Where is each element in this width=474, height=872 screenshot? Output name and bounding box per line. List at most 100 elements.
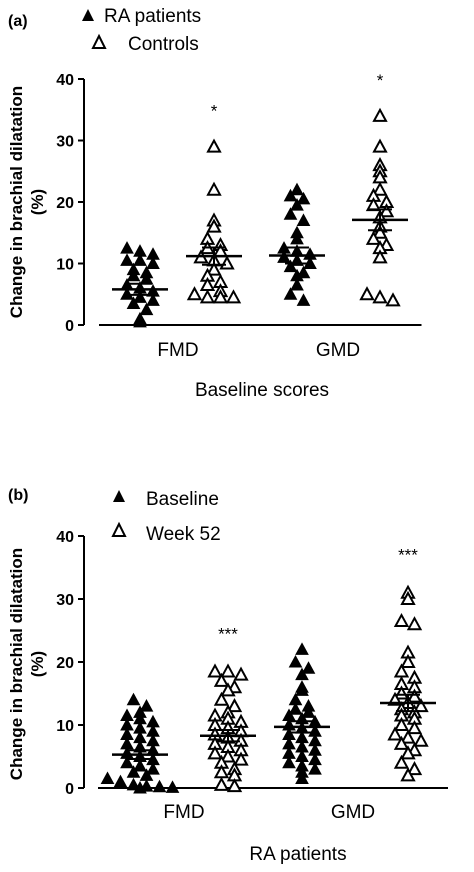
data-point: [283, 287, 298, 300]
series-gmd-filled: [274, 642, 330, 785]
data-point: [393, 716, 410, 731]
data-point: [206, 218, 222, 233]
data-point: [372, 224, 388, 239]
data-point: [113, 774, 128, 788]
y-tick-label: 40: [56, 72, 74, 89]
data-point: [282, 755, 296, 769]
data-point: [295, 683, 309, 696]
data-point: [365, 230, 382, 245]
data-point: [387, 726, 403, 741]
panel-label: (a): [8, 13, 28, 30]
legend: Baseline Week 52: [111, 489, 221, 545]
data-point: [220, 682, 236, 697]
y-tick-label: 10: [56, 718, 74, 735]
y-axis-label: Change in brachial dilatation: [7, 548, 26, 780]
significance-marker: *: [211, 102, 218, 121]
data-point: [126, 268, 141, 282]
y-tick-label: 10: [56, 257, 74, 274]
y-tick-label: 20: [56, 655, 74, 672]
data-point: [133, 758, 147, 772]
group-label: FMD: [163, 802, 204, 823]
data-point: [207, 663, 223, 678]
data-point: [120, 287, 134, 300]
data-point: [212, 289, 229, 304]
data-point: [133, 290, 147, 303]
data-point: [220, 663, 236, 678]
group-label: FMD: [157, 340, 198, 361]
legend: RA patients Controls: [82, 6, 201, 55]
panel-a: (a) RA patients Controls Change in brach…: [7, 6, 422, 401]
data-point: [301, 661, 316, 674]
data-point: [413, 698, 429, 713]
data-point: [308, 762, 322, 775]
data-point: [206, 261, 222, 276]
data-point: [126, 296, 141, 309]
x-axis-label: Baseline scores: [195, 380, 329, 401]
y-tick-label: 0: [65, 318, 74, 335]
data-point: [213, 776, 230, 791]
data-point: [206, 138, 222, 153]
data-point: [288, 702, 303, 715]
data-point: [133, 780, 147, 794]
data-point: [296, 191, 311, 205]
legend-label: RA patients: [104, 6, 201, 27]
panel-label: (b): [8, 487, 28, 504]
data-point: [372, 181, 388, 196]
data-point: [226, 698, 243, 713]
data-point: [400, 590, 416, 605]
data-point: [120, 241, 134, 254]
series-fmd-filled: [112, 241, 168, 328]
data-point: [207, 745, 223, 760]
data-point: [372, 138, 388, 153]
data-point: [283, 188, 298, 202]
data-point: [206, 181, 222, 196]
data-point: [199, 289, 216, 304]
data-point: [233, 666, 249, 681]
data-point: [296, 265, 311, 279]
data-point: [146, 762, 160, 775]
data-point: [100, 771, 115, 785]
data-point: [219, 255, 235, 270]
data-point: [400, 745, 416, 760]
group-label: GMD: [316, 340, 360, 361]
legend-label: Week 52: [146, 524, 221, 545]
data-point: [385, 292, 401, 307]
data-point: [165, 780, 180, 793]
y-tick-label: 30: [56, 134, 74, 151]
legend-marker-filled-triangle: [113, 490, 125, 502]
y-tick-label: 0: [65, 781, 74, 798]
data-point: [120, 755, 134, 769]
y-tick-label: 20: [56, 195, 74, 212]
data-point: [400, 653, 416, 668]
data-point: [288, 654, 303, 668]
data-point: [133, 314, 147, 328]
data-point: [296, 293, 311, 306]
legend-marker-filled-triangle: [82, 9, 94, 21]
data-point: [213, 672, 230, 687]
data-point: [120, 253, 134, 266]
data-point: [301, 705, 316, 718]
data-point: [295, 667, 309, 681]
y-axis-unit: (%): [28, 189, 47, 215]
data-point: [359, 286, 375, 301]
legend-marker-open-triangle: [91, 33, 107, 49]
data-point: [213, 691, 230, 706]
legend-marker-open-triangle: [111, 521, 127, 537]
data-point: [406, 616, 423, 631]
data-point: [146, 293, 160, 306]
data-point: [126, 777, 141, 791]
data-point: [283, 259, 298, 273]
significance-marker: ***: [398, 546, 418, 565]
data-point: [283, 207, 298, 220]
data-point: [413, 732, 429, 747]
data-point: [126, 765, 141, 778]
data-point: [400, 729, 416, 744]
data-point: [139, 302, 154, 316]
panel-b: (b) Baseline Week 52 Change in brachial …: [7, 487, 448, 865]
data-point: [295, 642, 309, 655]
series-gmd-open: *: [352, 71, 408, 307]
data-point: [152, 779, 167, 793]
data-point: [400, 767, 416, 782]
data-point: [290, 277, 304, 291]
